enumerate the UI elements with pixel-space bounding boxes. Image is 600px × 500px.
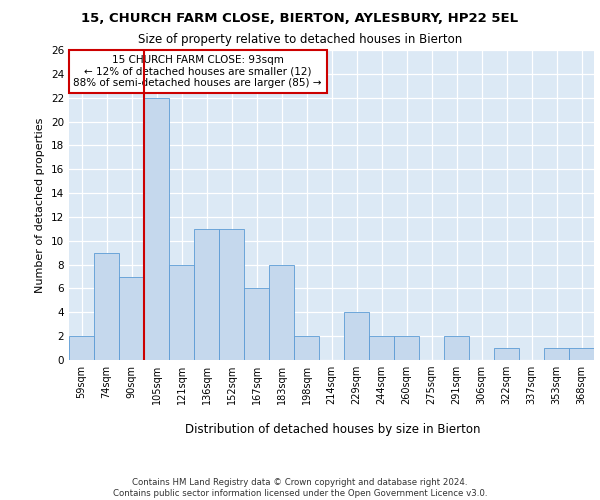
Text: Size of property relative to detached houses in Bierton: Size of property relative to detached ho… — [138, 32, 462, 46]
Text: Contains HM Land Registry data © Crown copyright and database right 2024.
Contai: Contains HM Land Registry data © Crown c… — [113, 478, 487, 498]
Bar — [394, 336, 419, 360]
Bar — [194, 229, 219, 360]
Bar — [444, 336, 469, 360]
Bar — [344, 312, 369, 360]
Bar — [269, 264, 294, 360]
Bar — [294, 336, 319, 360]
Bar — [544, 348, 569, 360]
Bar — [569, 348, 594, 360]
Bar — [144, 98, 169, 360]
Bar — [119, 276, 144, 360]
Bar — [219, 229, 244, 360]
Text: Distribution of detached houses by size in Bierton: Distribution of detached houses by size … — [185, 422, 481, 436]
Bar — [94, 252, 119, 360]
Bar — [494, 348, 519, 360]
Y-axis label: Number of detached properties: Number of detached properties — [35, 118, 46, 292]
Bar — [244, 288, 269, 360]
Bar — [169, 264, 194, 360]
Bar — [69, 336, 94, 360]
Text: 15 CHURCH FARM CLOSE: 93sqm
← 12% of detached houses are smaller (12)
88% of sem: 15 CHURCH FARM CLOSE: 93sqm ← 12% of det… — [73, 54, 322, 88]
Text: 15, CHURCH FARM CLOSE, BIERTON, AYLESBURY, HP22 5EL: 15, CHURCH FARM CLOSE, BIERTON, AYLESBUR… — [82, 12, 518, 26]
Bar — [369, 336, 394, 360]
